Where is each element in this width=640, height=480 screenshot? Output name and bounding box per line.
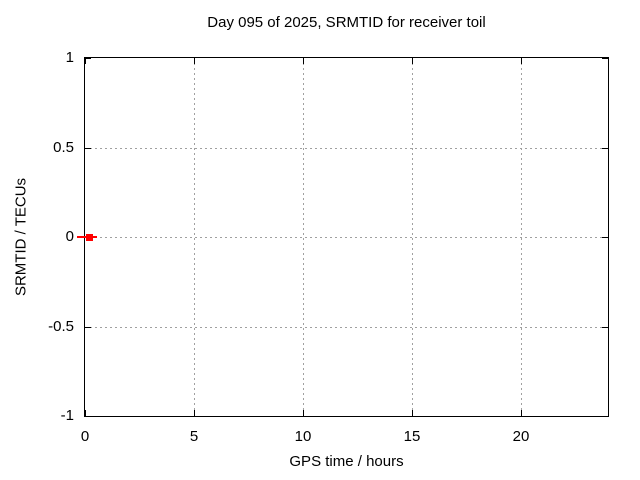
y-gridline xyxy=(85,148,608,149)
y-tick-left xyxy=(85,148,91,149)
y-tick-label: -0.5 xyxy=(48,318,74,335)
x-tick-label: 5 xyxy=(189,428,199,445)
x-tick-bottom xyxy=(521,410,522,416)
y-tick-label: 0 xyxy=(65,228,74,245)
y-tick-right xyxy=(602,237,608,238)
x-tick-bottom xyxy=(303,410,304,416)
x-tick-top xyxy=(303,58,304,64)
y-tick-right xyxy=(602,327,608,328)
x-tick-label: 10 xyxy=(294,428,312,445)
chart-title: Day 095 of 2025, SRMTID for receiver toi… xyxy=(207,14,486,31)
y-tick-label: 1 xyxy=(65,49,74,66)
x-tick-top xyxy=(521,58,522,64)
x-tick-top xyxy=(85,58,86,64)
plot-area xyxy=(77,57,609,417)
y-tick-label: -1 xyxy=(60,407,74,424)
y-axis-label: SRMTID / TECUs xyxy=(12,177,30,297)
plot-layer xyxy=(77,58,608,417)
y-gridline xyxy=(85,237,608,238)
x-tick-label: 20 xyxy=(512,428,530,445)
y-tick-left xyxy=(85,416,91,417)
x-tick-bottom xyxy=(194,410,195,416)
y-tick-right xyxy=(602,58,608,59)
x-axis-label: GPS time / hours xyxy=(289,453,404,470)
x-tick-bottom xyxy=(85,410,86,416)
x-tick-top xyxy=(194,58,195,64)
y-tick-right xyxy=(602,416,608,417)
x-tick-label: 0 xyxy=(80,428,90,445)
y-tick-label: 0.5 xyxy=(53,139,74,156)
y-gridline xyxy=(85,327,608,328)
y-tick-left xyxy=(85,58,91,59)
y-tick-left xyxy=(85,327,91,328)
y-tick-right xyxy=(602,148,608,149)
x-tick-bottom xyxy=(412,410,413,416)
data-point-marker xyxy=(85,233,93,241)
x-tick-label: 15 xyxy=(403,428,421,445)
x-tick-top xyxy=(412,58,413,64)
